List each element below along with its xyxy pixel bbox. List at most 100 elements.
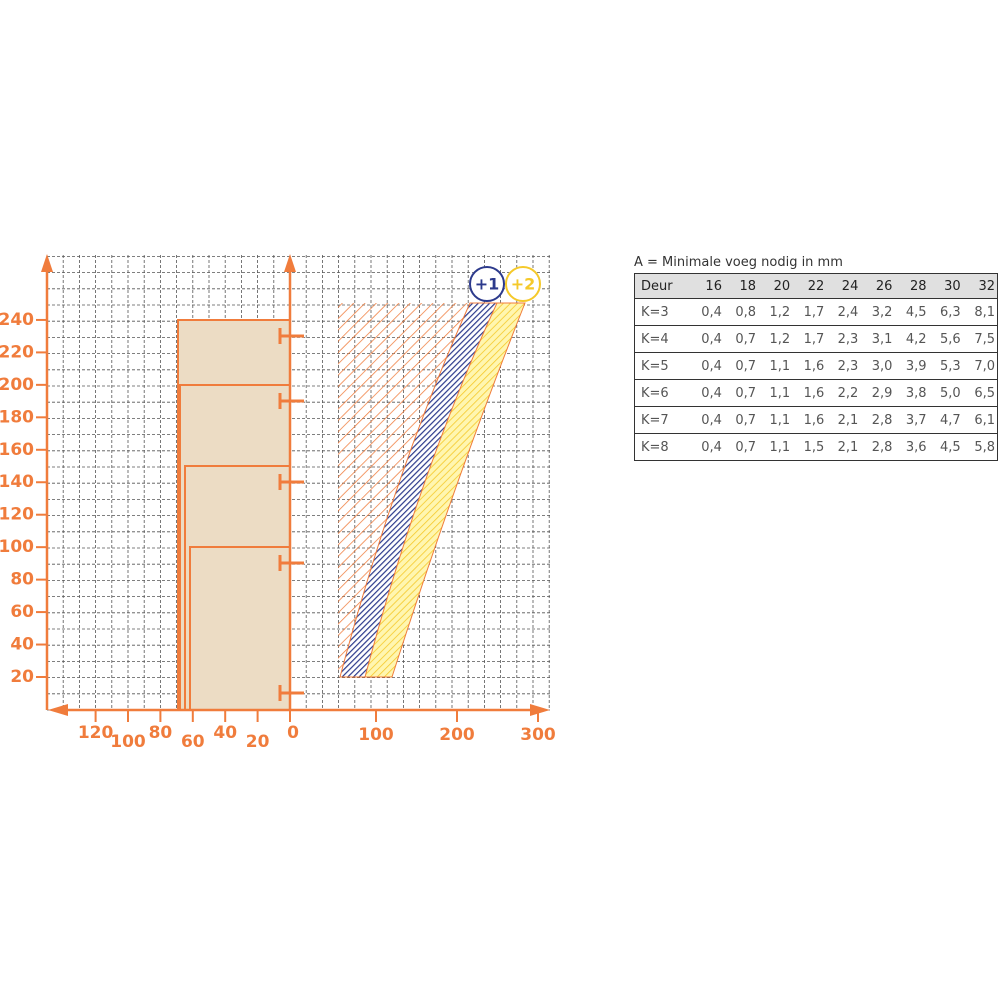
table-cell: K=3 [634, 298, 690, 326]
table-cell: K=4 [634, 325, 690, 353]
table-cell: Deur [634, 273, 690, 299]
table-cell: 1,6 [792, 379, 827, 407]
table-cell: 1,6 [792, 406, 827, 434]
x-tick-label: 120 [78, 723, 114, 743]
badge-label: +2 [511, 275, 536, 294]
x-tick-label: 40 [213, 723, 237, 743]
table-cell: 18 [723, 273, 759, 299]
table-cell: 6,5 [962, 379, 998, 407]
x-tick-label: 60 [181, 732, 205, 752]
table-row: K=3 0,4 0,8 1,2 1,7 2,4 3,2 4,5 6,3 8,1 [634, 298, 998, 326]
table-cell: 1,1 [758, 379, 793, 407]
table-cell: 2,1 [826, 406, 861, 434]
x-tick-label: 100 [110, 732, 146, 752]
table-cell: 3,0 [860, 352, 895, 380]
table-cell: 3,7 [894, 406, 929, 434]
table-cell: 0,4 [689, 352, 724, 380]
table-cell: 0,7 [723, 433, 759, 461]
table-cell: 0,4 [689, 379, 724, 407]
table-cell: 30 [928, 273, 963, 299]
x-tick-label: 0 [287, 723, 299, 743]
table-cell: 2,3 [826, 325, 861, 353]
table-cell: 2,3 [826, 352, 861, 380]
table-row: K=8 0,4 0,7 1,1 1,5 2,1 2,8 3,6 4,5 5,8 [634, 433, 998, 461]
table-cell: 1,6 [792, 352, 827, 380]
y-tick-label: 140 [0, 472, 34, 492]
table-cell: 3,1 [860, 325, 895, 353]
table-cell: 0,7 [723, 379, 759, 407]
badge: +2 [505, 266, 541, 302]
table-cell: 20 [758, 273, 793, 299]
table-cell: 2,9 [860, 379, 895, 407]
table-cell: 3,9 [894, 352, 929, 380]
table-cell: 4,5 [894, 298, 929, 326]
table-cell: K=5 [634, 352, 690, 380]
table-cell: K=7 [634, 406, 690, 434]
hatched-region [338, 303, 470, 677]
table-cell: 7,0 [962, 352, 998, 380]
table-cell: 0,8 [723, 298, 759, 326]
table-caption: A = Minimale voeg nodig in mm [634, 255, 843, 270]
table-cell: 6,1 [962, 406, 998, 434]
table-cell: 0,4 [689, 325, 724, 353]
table-cell: K=6 [634, 379, 690, 407]
table: Deur 16 18 20 22 24 26 28 30 32 K=3 0,4 0,8 1,2 1,7 2,4… [634, 273, 998, 461]
table-cell: 7,5 [962, 325, 998, 353]
table-cell: 5,0 [928, 379, 963, 407]
table-cell: 0,7 [723, 325, 759, 353]
table-cell: 26 [860, 273, 895, 299]
table-cell: 24 [826, 273, 861, 299]
table-cell: 1,7 [792, 325, 827, 353]
table-cell: 3,8 [894, 379, 929, 407]
table-cell: 2,8 [860, 406, 895, 434]
table-row: K=5 0,4 0,7 1,1 1,6 2,3 3,0 3,9 5,3 7,0 [634, 352, 998, 380]
table-cell: 0,4 [689, 298, 724, 326]
band-2 [364, 302, 526, 678]
table-cell: 6,3 [928, 298, 963, 326]
table-cell: 1,5 [792, 433, 827, 461]
y-tick-label: 160 [0, 440, 34, 460]
table-cell: 3,6 [894, 433, 929, 461]
x-tick-label: 300 [520, 725, 556, 745]
table-cell: 1,1 [758, 352, 793, 380]
table-cell: 8,1 [962, 298, 998, 326]
table-panel: A = Minimale voeg nodig in mm Deur 16 18 20… [634, 252, 998, 461]
table-cell: 4,5 [928, 433, 963, 461]
x-tick-label: 80 [149, 723, 173, 743]
table-cell: 32 [962, 273, 998, 299]
table-cell: 0,4 [689, 433, 724, 461]
table-cell: 2,8 [860, 433, 895, 461]
table-cell: 1,1 [758, 406, 793, 434]
table-row: Deur 16 18 20 22 24 26 28 30 32 [634, 273, 998, 299]
table-cell: 1,1 [758, 433, 793, 461]
door-areas [177, 319, 291, 711]
y-tick-label: 100 [0, 537, 34, 557]
badge: +1 [469, 266, 505, 302]
table-cell: 16 [689, 273, 724, 299]
table-cell: 5,8 [962, 433, 998, 461]
table-cell: 22 [792, 273, 827, 299]
table-cell: 4,2 [894, 325, 929, 353]
diagram: +1 +2 2040608010012014016018020022024012… [0, 254, 556, 752]
table-cell: 28 [894, 273, 929, 299]
table-cell: 0,7 [723, 406, 759, 434]
x-tick-label: 20 [246, 732, 270, 752]
y-tick-label: 200 [0, 375, 34, 395]
axes [41, 254, 550, 716]
table-cell: 1,7 [792, 298, 827, 326]
y-tick-label: 220 [0, 342, 34, 362]
table-cell: 4,7 [928, 406, 963, 434]
table-cell: K=8 [634, 433, 690, 461]
x-tick-label: 100 [358, 725, 394, 745]
table-row: K=6 0,4 0,7 1,1 1,6 2,2 2,9 3,8 5,0 6,5 [634, 379, 998, 407]
table-cell: 2,1 [826, 433, 861, 461]
y-tick-label: 80 [10, 570, 34, 590]
table-cell: 0,7 [723, 352, 759, 380]
x-tick-label: 200 [439, 725, 475, 745]
table-cell: 0,4 [689, 406, 724, 434]
table-cell: 1,2 [758, 325, 793, 353]
table-cell: 5,3 [928, 352, 963, 380]
table-row: K=4 0,4 0,7 1,2 1,7 2,3 3,1 4,2 5,6 7,5 [634, 325, 998, 353]
table-cell: 3,2 [860, 298, 895, 326]
